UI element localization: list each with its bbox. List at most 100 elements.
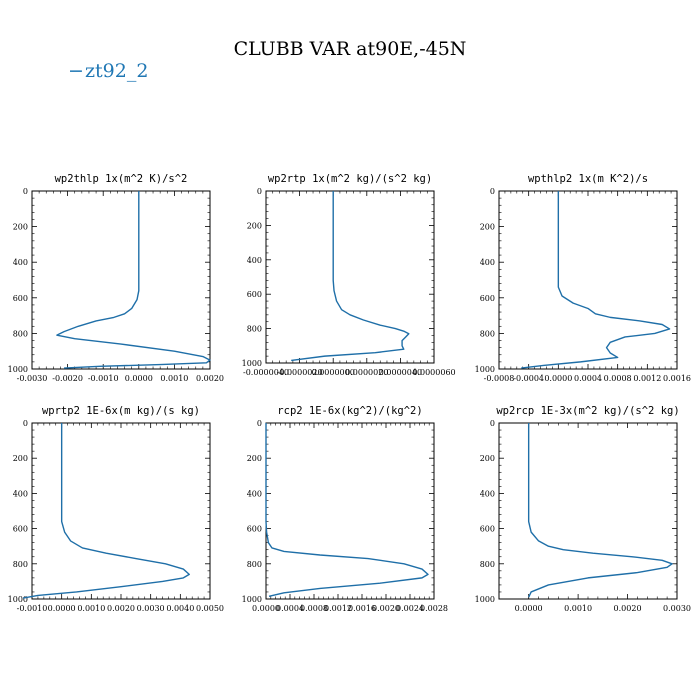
subplot-grid: wp2thlp 1x(m^2 K)/s^2 -0.0030 -0.0020 -0.00… (8, 173, 691, 613)
y-tick-label: 800 (13, 329, 28, 338)
subplot-5: rcp2 1E-6x(kg^2)/(kg^2) 0.00000.00040.000… (242, 405, 448, 613)
series-line (265, 423, 429, 598)
y-tick-label: 200 (13, 223, 28, 232)
y-tick-label: 200 (480, 223, 495, 232)
x-tick-label: 0.0010 (160, 374, 188, 383)
x-tick-label: 0.0004 (276, 604, 304, 613)
plot-frame (265, 422, 435, 600)
plot-frame (498, 422, 678, 600)
subplot-6: wp2rcp 1E-3x(m^2 kg)/(s^2 kg) 0.0000 0.001… (475, 405, 691, 613)
x-tick-label: 0.0000 (252, 604, 280, 613)
x-tick-label: -0.0010 (88, 374, 119, 383)
legend: − zt92_2 (68, 60, 148, 82)
series-line (521, 191, 671, 369)
y-tick-label: 800 (480, 329, 495, 338)
x-tick-label: 0.0000040 (379, 368, 422, 377)
series-line (527, 423, 673, 598)
y-tick-label: 0 (23, 419, 28, 428)
plot-frame (265, 190, 435, 364)
y-tick-label: 400 (13, 489, 28, 498)
x-tick-label: 0.0020 (196, 374, 224, 383)
y-tick-label: 400 (480, 489, 495, 498)
y-tick-label: 400 (247, 489, 262, 498)
x-tick-label: -0.0020 (52, 374, 83, 383)
y-tick-label: 1000 (242, 359, 262, 368)
subplot-title: wp2thlp 1x(m^2 K)/s^2 (55, 173, 188, 185)
subplot-title: wp2rtp 1x(m^2 kg)/(s^2 kg) (268, 173, 432, 185)
x-tick-label: 0.0000 (544, 374, 572, 383)
plot-frame (31, 190, 211, 370)
plot-frame (498, 190, 678, 370)
x-tick-label: 0.0004 (574, 374, 602, 383)
series-line (22, 423, 190, 599)
y-tick-label: 200 (13, 454, 28, 463)
y-tick-label: 600 (13, 294, 28, 303)
y-tick-label: 600 (480, 294, 495, 303)
y-tick-label: 400 (13, 258, 28, 267)
x-tick-label: 0.0000 (515, 604, 543, 613)
y-tick-label: 1000 (242, 595, 262, 604)
y-tick-label: 0 (490, 187, 495, 196)
y-tick-label: 1000 (8, 595, 28, 604)
x-tick-label: 0.0040 (166, 604, 194, 613)
x-tick-label: 0.0028 (420, 604, 448, 613)
plot-frame (31, 422, 211, 600)
y-tick-label: 1000 (475, 595, 495, 604)
x-tick-label: 0.0000 (48, 604, 76, 613)
x-tick-label: 0.0024 (396, 604, 424, 613)
legend-label: zt92_2 (85, 60, 148, 82)
x-tick-label: -0.0000020 (277, 368, 323, 377)
x-tick-label: 0.0020 (614, 604, 642, 613)
y-tick-label: 600 (247, 525, 262, 534)
y-tick-label: 800 (247, 560, 262, 569)
y-tick-label: 600 (247, 290, 262, 299)
y-tick-label: 0 (257, 419, 262, 428)
y-tick-label: 600 (480, 525, 495, 534)
y-tick-label: 800 (247, 325, 262, 334)
subplot-3: wpthlp2 1x(m K^2)/s-0.0008-0.0004 0.0000 0… (475, 173, 691, 383)
y-tick-label: 400 (247, 256, 262, 265)
x-tick-label: -0.0030 (17, 374, 48, 383)
x-tick-label: -0.0004 (513, 374, 544, 383)
legend-marker: − (68, 60, 84, 82)
y-tick-label: 200 (247, 221, 262, 230)
y-tick-label: 0 (490, 419, 495, 428)
subplot-title: wprtp2 1E-6x(m kg)/(s kg) (42, 405, 200, 417)
x-tick-label: 0.0012 (633, 374, 661, 383)
y-tick-label: 800 (13, 560, 28, 569)
y-tick-label: 1000 (475, 365, 495, 374)
x-tick-label: 0.0008 (300, 604, 328, 613)
series-line (56, 191, 211, 369)
x-tick-label: 0.0016 (348, 604, 376, 613)
x-tick-label: 0.0008 (604, 374, 632, 383)
x-tick-label: 0.0012 (324, 604, 352, 613)
subplot-4: wprtp2 1E-6x(m kg)/(s kg)-0.0010 0.0000 0.… (8, 405, 224, 613)
y-tick-label: 1000 (8, 365, 28, 374)
y-tick-label: 600 (13, 525, 28, 534)
subplot-title: wp2rcp 1E-3x(m^2 kg)/(s^2 kg) (496, 405, 679, 417)
x-tick-label: 0.0020 (107, 604, 135, 613)
x-tick-label: 0.0000000 (312, 368, 355, 377)
x-tick-label: 0.0030 (137, 604, 165, 613)
y-tick-label: 800 (480, 560, 495, 569)
figure-title: CLUBB VAR at90E,-45N (234, 38, 467, 60)
subplot-title: rcp2 1E-6x(kg^2)/(kg^2) (277, 405, 422, 417)
x-tick-label: 0.0000020 (345, 368, 388, 377)
subplot-2: wp2rtp 1x(m^2 kg)/(s^2 kg) -0.0000040-0.0… (242, 173, 456, 377)
x-tick-label: 0.0010 (564, 604, 592, 613)
x-tick-label: 0.0010 (77, 604, 105, 613)
y-tick-label: 200 (247, 454, 262, 463)
x-tick-label: 0.0030 (663, 604, 691, 613)
x-tick-label: 0.0000060 (412, 368, 455, 377)
subplot-title: wpthlp2 1x(m K^2)/s (528, 173, 648, 185)
x-tick-label: 0.0016 (663, 374, 691, 383)
x-tick-label: -0.0000040 (243, 368, 289, 377)
x-tick-label: 0.0020 (372, 604, 400, 613)
series-line (291, 191, 410, 362)
y-tick-label: 200 (480, 454, 495, 463)
x-tick-label: 0.0000 (125, 374, 153, 383)
y-tick-label: 0 (23, 187, 28, 196)
subplot-1: wp2thlp 1x(m^2 K)/s^2 -0.0030 -0.0020 -0.00… (8, 173, 224, 383)
y-tick-label: 400 (480, 258, 495, 267)
